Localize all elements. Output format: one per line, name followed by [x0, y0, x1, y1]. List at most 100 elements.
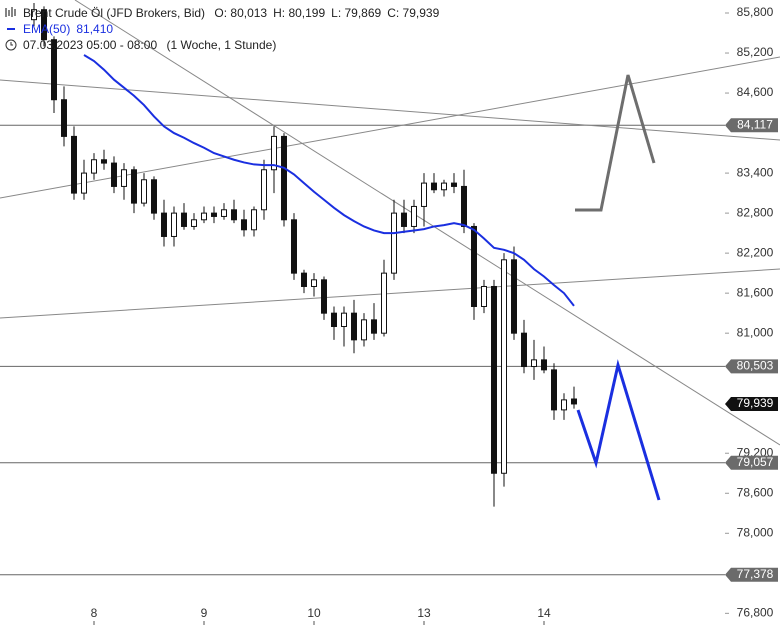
candle-body	[351, 312, 357, 341]
candle-body	[471, 225, 477, 307]
low: L: 79,869	[331, 6, 382, 20]
y-tick-label: 78,000	[737, 525, 774, 539]
candle-body	[441, 182, 447, 191]
candle-body	[171, 212, 177, 237]
y-tick-label: 76,800	[737, 605, 774, 619]
time: 07.03.2023 05:00 - 08:00	[23, 38, 158, 52]
candle-body	[101, 159, 107, 164]
candle-body	[481, 285, 487, 307]
candle-body	[361, 319, 367, 341]
x-tick-label: 10	[307, 606, 321, 620]
level-label: 80,503	[737, 359, 774, 373]
candle-body	[41, 9, 47, 41]
trendline	[0, 56, 780, 199]
candle-body	[301, 272, 307, 287]
candle-body	[411, 205, 417, 227]
candle-body	[51, 39, 57, 101]
candle-body	[241, 219, 247, 231]
candle-body	[451, 182, 457, 187]
y-tick-label: 81,600	[737, 285, 774, 299]
level-tag	[725, 567, 778, 582]
time-line: 07.03.2023 05:00 - 08:00 (1 Woche, 1 Stu…	[23, 38, 282, 52]
candle-body	[191, 219, 197, 227]
candle-body	[31, 9, 37, 21]
close: C: 79,939	[387, 6, 440, 20]
candle-body	[421, 182, 427, 207]
ema-line: EMA(50) 81,410	[23, 22, 119, 36]
candle-body	[521, 332, 527, 368]
candle-body	[231, 209, 237, 221]
x-tick-label: 8	[91, 606, 98, 620]
open: O: 80,013	[214, 6, 268, 20]
candle-body	[251, 209, 257, 231]
candle-body	[511, 259, 517, 334]
candle-body	[61, 99, 67, 137]
y-tick-label: 85,800	[737, 5, 774, 19]
candle-body	[141, 179, 147, 204]
symbol: Brent Crude Öl (JFD Brokers, Bid)	[23, 6, 206, 20]
candle-body	[391, 212, 397, 274]
y-tick-label: 82,200	[737, 245, 774, 259]
candle-body	[91, 159, 97, 174]
candle-body	[71, 135, 77, 194]
y-tick-label: 82,800	[737, 205, 774, 219]
header-icons	[5, 7, 17, 51]
clock-icon	[5, 39, 17, 51]
candle-body	[221, 209, 227, 217]
candle-body	[261, 169, 267, 211]
candle-body	[331, 312, 337, 328]
level-label: 77,378	[737, 567, 774, 581]
candle-body	[561, 399, 567, 411]
y-tick-label: 78,600	[737, 485, 774, 499]
candle-body	[121, 169, 127, 187]
candle-body	[461, 185, 467, 227]
drawings	[0, 0, 780, 501]
interval: (1 Woche, 1 Stunde)	[166, 38, 277, 52]
level-label: 79,057	[737, 455, 774, 469]
candle-body	[111, 162, 117, 187]
trendline	[0, 79, 780, 141]
candle-body	[401, 212, 407, 227]
header-line: Brent Crude Öl (JFD Brokers, Bid) O: 80,…	[23, 6, 445, 20]
projection-down	[576, 359, 661, 501]
candle-body	[161, 212, 167, 237]
candle-body	[431, 182, 437, 191]
level-tag	[725, 455, 778, 470]
x-tick-label: 9	[201, 606, 208, 620]
candle-body	[371, 319, 377, 334]
candle-body	[531, 359, 537, 368]
candle-body	[381, 272, 387, 334]
candle-body	[281, 135, 287, 221]
candle-body	[341, 312, 347, 328]
candle-body	[321, 279, 327, 314]
candle-body	[491, 285, 497, 474]
candle-body	[151, 179, 157, 214]
candle-body	[211, 212, 217, 217]
clock-hand	[10, 42, 13, 46]
last-price-label: 79,939	[737, 396, 774, 410]
trendline	[74, 0, 780, 446]
candle-body	[571, 398, 577, 405]
candle-body	[291, 219, 297, 274]
ema-value: 81,410	[76, 22, 114, 36]
candles	[31, 3, 577, 507]
candle-body	[501, 259, 507, 474]
level-label: 84,117	[737, 117, 773, 131]
candle-body	[181, 212, 187, 227]
y-tick-label: 84,600	[737, 85, 774, 99]
candle-body	[201, 212, 207, 221]
x-tick-label: 13	[417, 606, 431, 620]
candle-body	[81, 172, 87, 194]
projection-up	[575, 74, 656, 212]
y-tick-label: 83,400	[737, 165, 774, 179]
ema-name: EMA(50)	[23, 22, 71, 36]
y-tick-label: 81,000	[737, 325, 774, 339]
y-tick-label: 85,200	[737, 45, 774, 59]
candle-body	[311, 279, 317, 287]
last-price-tag	[725, 396, 778, 411]
candle-body	[551, 369, 557, 411]
candle-body	[131, 169, 137, 204]
trendline	[0, 268, 780, 319]
